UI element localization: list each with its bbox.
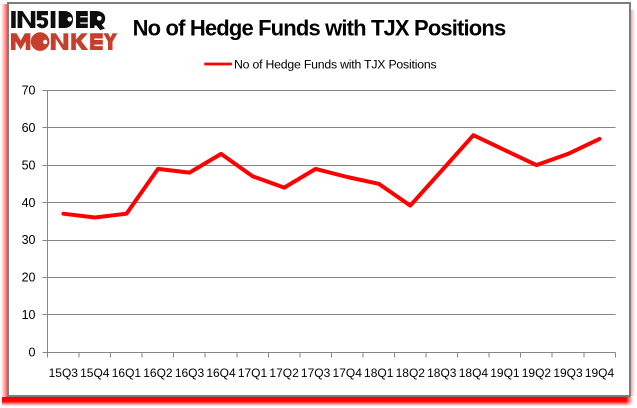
svg-text:15Q4: 15Q4	[80, 366, 110, 380]
svg-text:30: 30	[22, 233, 36, 247]
svg-text:0: 0	[29, 345, 36, 359]
svg-text:19Q2: 19Q2	[522, 366, 552, 380]
svg-text:40: 40	[22, 196, 36, 210]
svg-text:17Q1: 17Q1	[238, 366, 268, 380]
svg-text:No of Hedge Funds with TJX Pos: No of Hedge Funds with TJX Positions	[234, 58, 436, 72]
svg-text:10: 10	[22, 308, 36, 322]
svg-text:60: 60	[22, 121, 36, 135]
svg-text:18Q3: 18Q3	[427, 366, 457, 380]
svg-text:50: 50	[22, 158, 36, 172]
svg-text:19Q3: 19Q3	[553, 366, 583, 380]
svg-text:16Q3: 16Q3	[175, 366, 205, 380]
svg-text:17Q4: 17Q4	[333, 366, 363, 380]
svg-text:No of Hedge Funds with TJX Pos: No of Hedge Funds with TJX Positions	[133, 15, 506, 40]
svg-text:16Q4: 16Q4	[206, 366, 236, 380]
svg-text:15Q3: 15Q3	[49, 366, 79, 380]
svg-text:20: 20	[22, 271, 36, 285]
svg-text:19Q1: 19Q1	[490, 366, 520, 380]
svg-text:18Q2: 18Q2	[396, 366, 426, 380]
svg-text:16Q1: 16Q1	[112, 366, 142, 380]
svg-text:17Q2: 17Q2	[269, 366, 299, 380]
svg-text:17Q3: 17Q3	[301, 366, 331, 380]
svg-text:19Q4: 19Q4	[585, 366, 615, 380]
svg-text:16Q2: 16Q2	[143, 366, 173, 380]
svg-text:18Q4: 18Q4	[459, 366, 489, 380]
svg-text:70: 70	[22, 84, 36, 98]
svg-text:18Q1: 18Q1	[364, 366, 394, 380]
